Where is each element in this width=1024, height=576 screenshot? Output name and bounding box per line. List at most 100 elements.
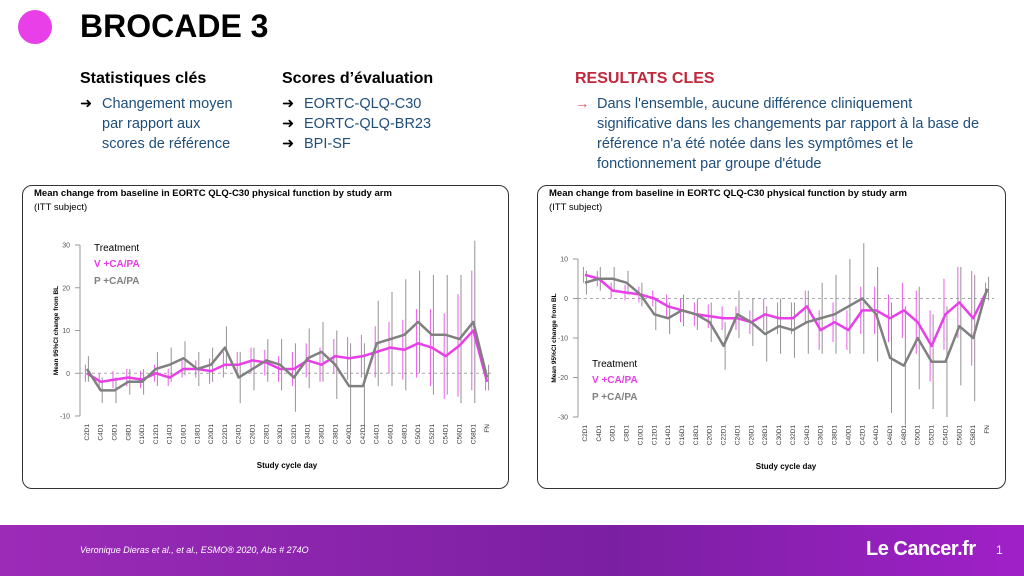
bullet: EORTC-QLQ-C30: [282, 94, 482, 114]
x-tick-label: C34D1: [804, 425, 811, 446]
x-tick-label: C28D1: [762, 425, 769, 446]
accent-dot: [18, 10, 52, 44]
x-tick-label: FN: [484, 424, 491, 433]
chart-title: Mean change from baseline in EORTC QLQ-C…: [34, 188, 392, 199]
x-tick-label: C56D1: [956, 425, 963, 446]
y-tick-label: 0: [564, 296, 568, 303]
column: Scores d’évaluation EORTC-QLQ-C30 EORTC-…: [282, 70, 482, 154]
y-tick-label: 10: [62, 328, 70, 335]
y-tick-label: 10: [560, 257, 568, 264]
chart-title: Mean change from baseline in EORTC QLQ-C…: [549, 188, 907, 199]
legend-entry: P +CA/PA: [94, 276, 139, 287]
footer: Veronique Dieras et al., et al., ESMO® 2…: [0, 525, 1024, 576]
x-tick-label: C24D1: [236, 424, 243, 445]
x-tick-label: C38D1: [332, 424, 339, 445]
x-tick-label: C46D1: [887, 425, 894, 446]
x-tick-label: C40D1: [346, 424, 353, 445]
x-tick-label: C2D1: [582, 425, 589, 442]
x-tick-label: C48D1: [901, 425, 908, 446]
x-tick-label: C44D1: [374, 424, 381, 445]
x-tick-label: C42D1: [859, 425, 866, 446]
y-tick-label: -20: [558, 375, 568, 382]
x-tick-label: C16D1: [181, 424, 188, 445]
y-tick-label: 20: [62, 285, 70, 292]
legend-title: Treatment: [592, 359, 637, 370]
x-tick-label: C22D1: [721, 425, 728, 446]
x-tick-label: C36D1: [319, 424, 326, 445]
x-tick-label: C56D1: [457, 424, 464, 445]
column: Statistiques clés Changement moyen par r…: [80, 70, 260, 154]
x-tick-label: C46D1: [388, 424, 395, 445]
x-tick-label: C52D1: [429, 424, 436, 445]
logo: Le Cancer.fr: [866, 538, 976, 560]
bullet: EORTC-QLQ-BR23: [282, 114, 482, 134]
x-tick-label: C34D1: [305, 424, 312, 445]
chart-frame: [537, 185, 1006, 489]
x-tick-label: C18D1: [693, 425, 700, 446]
x-tick-label: C54D1: [443, 424, 450, 445]
x-tick-label: C38D1: [832, 425, 839, 446]
legend-entry: P +CA/PA: [592, 392, 637, 403]
x-tick-label: C4D1: [596, 425, 603, 442]
column: RESULTATS CLES Dans l'ensemble, aucune d…: [575, 70, 985, 174]
x-tick-label: C20D1: [208, 424, 215, 445]
y-tick-label: 30: [62, 243, 70, 250]
citation: Veronique Dieras et al., et al., ESMO® 2…: [80, 545, 309, 555]
x-tick-label: C2D1: [84, 424, 91, 441]
series-line: [584, 277, 989, 367]
y-tick-label: 0: [66, 371, 70, 378]
x-tick-label: C16D1: [679, 425, 686, 446]
x-tick-label: C6D1: [112, 424, 119, 441]
x-tick-label: C22D1: [222, 424, 229, 445]
x-tick-label: C40D1: [845, 425, 852, 446]
y-tick-label: -30: [558, 415, 568, 422]
x-tick-label: C36D1: [818, 425, 825, 446]
bullet: Dans l'ensemble, aucune différence clini…: [575, 94, 985, 174]
chart-frame: [22, 185, 509, 489]
x-tick-label: C44D1: [873, 425, 880, 446]
x-tick-label: C54D1: [942, 425, 949, 446]
x-tick-label: C14D1: [665, 425, 672, 446]
x-tick-label: C48D1: [401, 424, 408, 445]
legend-entry: V +CA/PA: [94, 259, 140, 270]
chart-subtitle: (ITT subject): [34, 202, 87, 213]
x-tick-label: C58D1: [470, 424, 477, 445]
x-tick-label: C24D1: [734, 425, 741, 446]
y-tick-label: -10: [60, 414, 70, 421]
legend-title: Treatment: [94, 243, 139, 254]
y-axis-label: Mean 95%CI change from BL: [551, 293, 558, 382]
column-heading: RESULTATS CLES: [575, 70, 715, 87]
series-line: [85, 320, 489, 392]
x-tick-label: C50D1: [415, 424, 422, 445]
x-tick-label: C30D1: [277, 424, 284, 445]
x-tick-label: C50D1: [915, 425, 922, 446]
slide-title: BROCADE 3: [80, 8, 269, 44]
x-tick-label: C52D1: [929, 425, 936, 446]
y-tick-label: -10: [558, 336, 568, 343]
column-heading: Scores d’évaluation: [282, 70, 434, 87]
x-tick-label: C32D1: [790, 425, 797, 446]
series-line: [584, 273, 989, 348]
x-tick-label: C20D1: [707, 425, 714, 446]
page-number: 1: [996, 543, 1003, 557]
x-tick-label: C12D1: [651, 425, 658, 446]
x-tick-label: C6D1: [610, 425, 617, 442]
x-axis-label: Study cycle day: [756, 462, 817, 471]
x-tick-label: C8D1: [624, 425, 631, 442]
x-tick-label: C30D1: [776, 425, 783, 446]
x-tick-label: C10D1: [637, 425, 644, 446]
x-tick-label: C26D1: [250, 424, 257, 445]
x-tick-label: C26D1: [748, 425, 755, 446]
x-tick-label: C58D1: [970, 425, 977, 446]
bullet: Changement moyen par rapport aux scores …: [80, 94, 242, 154]
series-line: [86, 329, 489, 384]
x-tick-label: FN: [984, 425, 991, 434]
x-tick-label: C42D1: [360, 424, 367, 445]
chart-subtitle: (ITT subject): [549, 202, 602, 213]
x-tick-label: C14D1: [167, 424, 174, 445]
x-tick-label: C10D1: [139, 424, 146, 445]
legend-entry: V +CA/PA: [592, 375, 638, 386]
x-tick-label: C18D1: [194, 424, 201, 445]
